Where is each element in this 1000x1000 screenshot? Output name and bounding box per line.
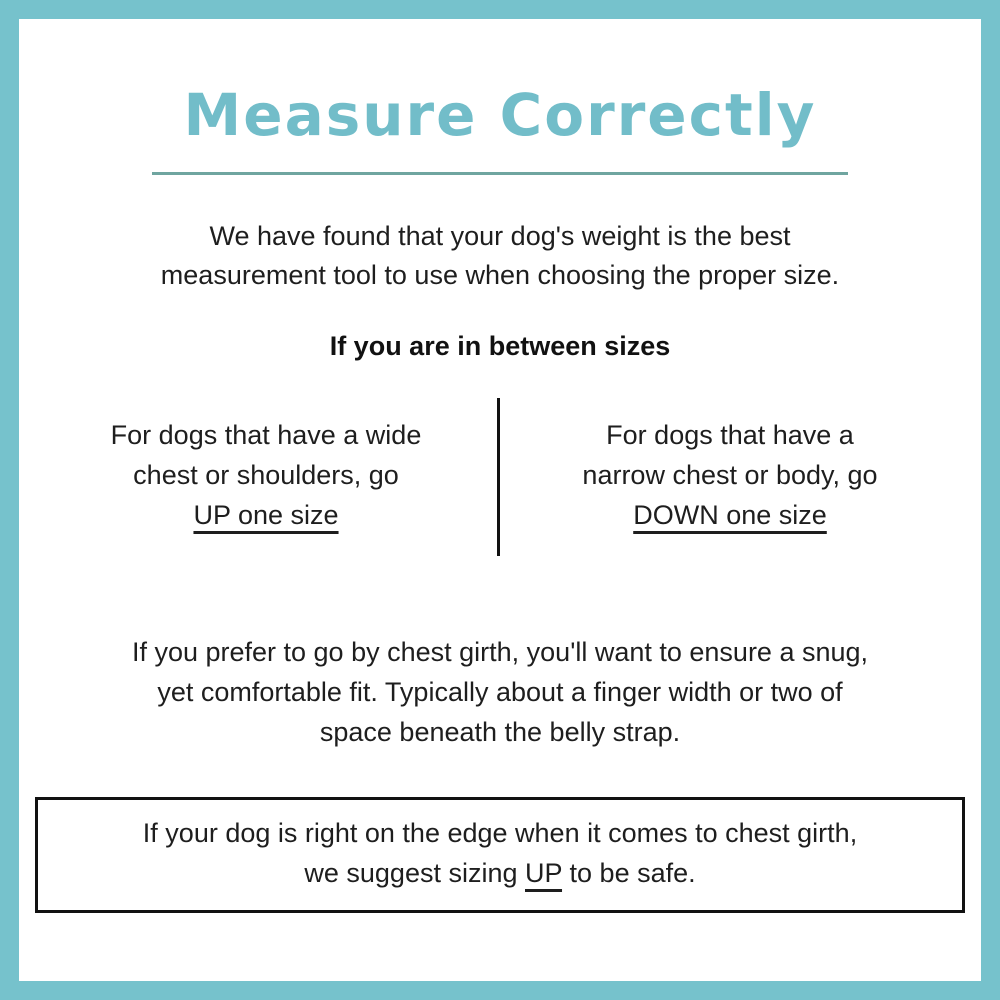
chest-girth-paragraph: If you prefer to go by chest girth, you'…: [39, 632, 961, 752]
between-sizes-heading: If you are in between sizes: [329, 331, 671, 361]
note-up-emphasis: UP: [525, 858, 563, 888]
narrow-chest-line-2: narrow chest or body, go: [582, 460, 878, 490]
narrow-chest-line-1: For dogs that have a: [606, 420, 854, 450]
wide-chest-advice: For dogs that have a wide chest or shoul…: [61, 415, 471, 535]
size-up-emphasis: UP one size: [193, 500, 339, 530]
girth-line-2: yet comfortable fit. Typically about a f…: [157, 677, 843, 707]
note-line-2: we suggest sizing UP to be safe.: [58, 853, 942, 893]
note-line-2-after: to be safe.: [562, 858, 696, 888]
note-line-1: If your dog is right on the edge when it…: [142, 818, 858, 848]
safety-note-box: If your dog is right on the edge when it…: [35, 797, 965, 913]
intro-line-1: We have found that your dog's weight is …: [209, 221, 791, 251]
title-divider-line: [152, 172, 848, 175]
wide-chest-line-1: For dogs that have a wide: [110, 420, 422, 450]
wide-chest-line-2: chest or shoulders, go: [133, 460, 399, 490]
girth-line-1: If you prefer to go by chest girth, you'…: [131, 637, 869, 667]
intro-line-2: measurement tool to use when choosing th…: [160, 260, 840, 290]
page-title: Measure Correctly: [183, 81, 817, 149]
column-divider-line: [497, 398, 500, 556]
note-line-2-before: we suggest sizing: [304, 858, 525, 888]
girth-line-3: space beneath the belly strap.: [319, 717, 681, 747]
intro-paragraph: We have found that your dog's weight is …: [59, 217, 941, 295]
narrow-chest-advice: For dogs that have a narrow chest or bod…: [521, 415, 939, 535]
size-down-emphasis: DOWN one size: [633, 500, 827, 530]
